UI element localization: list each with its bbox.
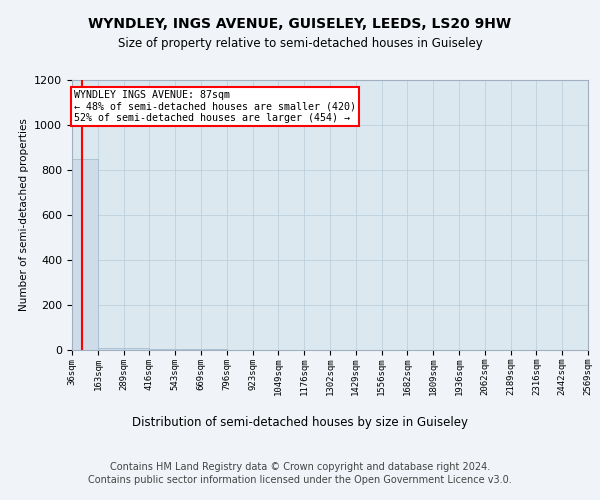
Bar <box>98 348 124 350</box>
Text: Size of property relative to semi-detached houses in Guiseley: Size of property relative to semi-detach… <box>118 38 482 51</box>
Y-axis label: Number of semi-detached properties: Number of semi-detached properties <box>19 118 29 312</box>
Bar <box>72 158 98 350</box>
Text: Contains HM Land Registry data © Crown copyright and database right 2024.: Contains HM Land Registry data © Crown c… <box>110 462 490 472</box>
Bar <box>149 349 175 350</box>
Bar <box>124 348 149 350</box>
Text: WYNDLEY, INGS AVENUE, GUISELEY, LEEDS, LS20 9HW: WYNDLEY, INGS AVENUE, GUISELEY, LEEDS, L… <box>88 18 512 32</box>
Text: WYNDLEY INGS AVENUE: 87sqm
← 48% of semi-detached houses are smaller (420)
52% o: WYNDLEY INGS AVENUE: 87sqm ← 48% of semi… <box>74 90 356 124</box>
Bar <box>175 349 201 350</box>
Text: Distribution of semi-detached houses by size in Guiseley: Distribution of semi-detached houses by … <box>132 416 468 429</box>
Text: Contains public sector information licensed under the Open Government Licence v3: Contains public sector information licen… <box>88 475 512 485</box>
